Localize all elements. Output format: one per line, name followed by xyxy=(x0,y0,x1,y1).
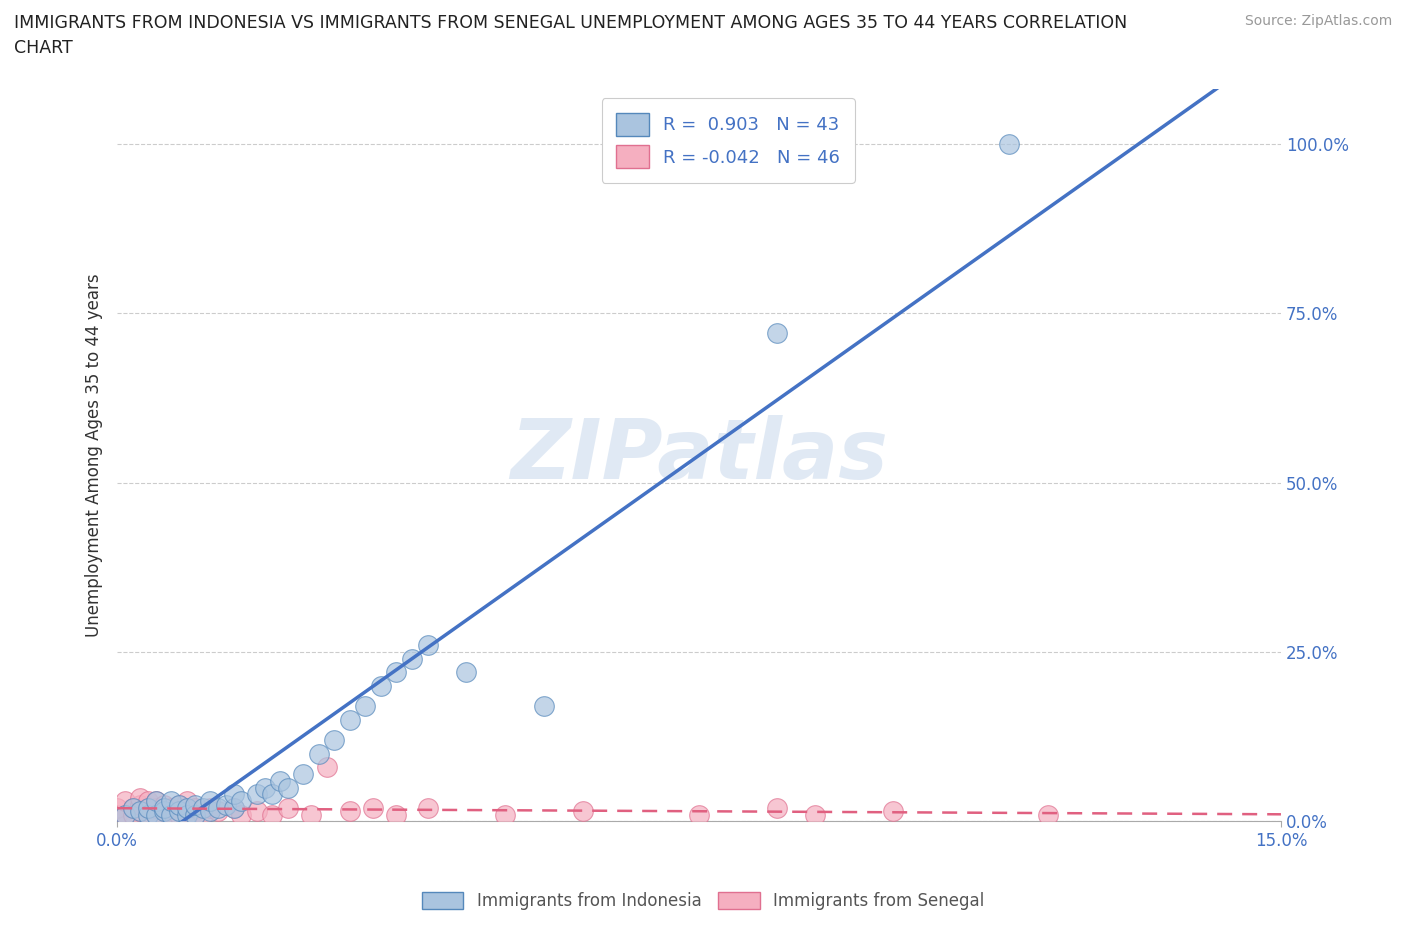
Point xyxy=(200,801,222,816)
Point xyxy=(222,801,245,816)
Point xyxy=(765,801,787,816)
Point xyxy=(315,760,337,775)
Point xyxy=(262,807,284,822)
Point xyxy=(152,804,174,818)
Point xyxy=(231,793,253,808)
Point xyxy=(339,804,361,818)
Point xyxy=(176,793,198,808)
Point xyxy=(121,801,143,816)
Point xyxy=(882,804,904,818)
Text: CHART: CHART xyxy=(14,39,73,57)
Legend: Immigrants from Indonesia, Immigrants from Senegal: Immigrants from Indonesia, Immigrants fr… xyxy=(415,885,991,917)
Point xyxy=(688,807,710,822)
Point xyxy=(308,746,330,761)
Point xyxy=(152,801,174,816)
Point xyxy=(145,801,167,816)
Point xyxy=(385,807,408,822)
Point xyxy=(152,804,174,818)
Point xyxy=(804,807,827,822)
Point xyxy=(184,797,207,812)
Point xyxy=(323,733,346,748)
Point xyxy=(361,801,384,816)
Point xyxy=(167,804,190,818)
Point xyxy=(114,807,136,822)
Point xyxy=(145,807,167,822)
Point xyxy=(292,766,315,781)
Point xyxy=(145,793,167,808)
Point xyxy=(269,774,291,789)
Point xyxy=(145,793,167,808)
Point xyxy=(129,790,152,805)
Point xyxy=(571,804,593,818)
Point xyxy=(145,807,167,822)
Point xyxy=(385,665,408,680)
Point xyxy=(277,801,299,816)
Point xyxy=(215,797,238,812)
Point xyxy=(222,787,245,802)
Point xyxy=(262,787,284,802)
Point xyxy=(246,787,269,802)
Point xyxy=(184,807,207,822)
Point xyxy=(167,797,190,812)
Point xyxy=(114,807,136,822)
Point xyxy=(456,665,478,680)
Point xyxy=(533,698,555,713)
Point xyxy=(184,807,207,822)
Point xyxy=(160,807,183,822)
Y-axis label: Unemployment Among Ages 35 to 44 years: Unemployment Among Ages 35 to 44 years xyxy=(86,273,103,637)
Point xyxy=(136,807,159,822)
Point xyxy=(1038,807,1060,822)
Point xyxy=(105,807,128,822)
Point xyxy=(136,801,159,816)
Point xyxy=(354,698,377,713)
Point xyxy=(207,804,229,818)
Point xyxy=(136,793,159,808)
Point xyxy=(200,804,222,818)
Text: IMMIGRANTS FROM INDONESIA VS IMMIGRANTS FROM SENEGAL UNEMPLOYMENT AMONG AGES 35 : IMMIGRANTS FROM INDONESIA VS IMMIGRANTS … xyxy=(14,14,1128,32)
Point xyxy=(105,801,128,816)
Point xyxy=(176,804,198,818)
Point xyxy=(136,807,159,822)
Point xyxy=(200,793,222,808)
Point xyxy=(416,638,439,653)
Point xyxy=(370,679,392,694)
Point xyxy=(299,807,322,822)
Point xyxy=(416,801,439,816)
Point xyxy=(167,797,190,812)
Point xyxy=(160,801,183,816)
Point xyxy=(339,712,361,727)
Point xyxy=(129,804,152,818)
Text: ZIPatlas: ZIPatlas xyxy=(510,415,889,496)
Point xyxy=(184,801,207,816)
Point xyxy=(765,326,787,341)
Point xyxy=(129,797,152,812)
Point xyxy=(167,807,190,822)
Point xyxy=(231,807,253,822)
Point xyxy=(246,804,269,818)
Point xyxy=(222,801,245,816)
Point xyxy=(121,801,143,816)
Point xyxy=(129,804,152,818)
Point xyxy=(152,797,174,812)
Point xyxy=(176,807,198,822)
Point xyxy=(160,807,183,822)
Point xyxy=(207,801,229,816)
Point xyxy=(176,801,198,816)
Point xyxy=(401,651,423,666)
Point xyxy=(191,801,214,816)
Point xyxy=(160,793,183,808)
Point xyxy=(121,807,143,822)
Legend: R =  0.903   N = 43, R = -0.042   N = 46: R = 0.903 N = 43, R = -0.042 N = 46 xyxy=(602,99,855,183)
Point xyxy=(136,801,159,816)
Point xyxy=(998,136,1021,151)
Text: Source: ZipAtlas.com: Source: ZipAtlas.com xyxy=(1244,14,1392,28)
Point xyxy=(253,780,276,795)
Point xyxy=(494,807,516,822)
Point xyxy=(114,793,136,808)
Point xyxy=(277,780,299,795)
Point xyxy=(191,807,214,822)
